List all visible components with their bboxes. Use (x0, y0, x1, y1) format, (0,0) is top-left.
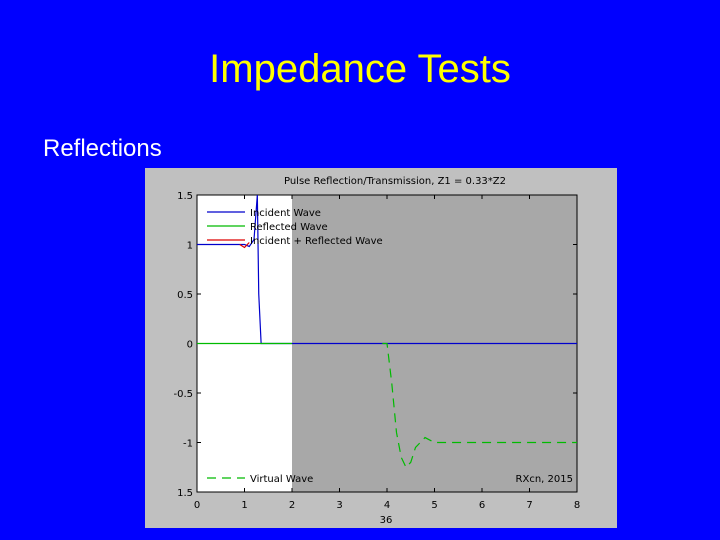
chart-title: Pulse Reflection/Transmission, Z1 = 0.33… (284, 176, 506, 187)
x-tick-label: 3 (336, 500, 342, 511)
legend-label: Virtual Wave (250, 474, 313, 485)
legend-label: Incident Wave (250, 208, 321, 219)
legend-label: Reflected Wave (250, 222, 328, 233)
x-tick-label: 7 (526, 500, 532, 511)
slide-title: Impedance Tests (209, 47, 511, 91)
x-tick-label: 4 (384, 500, 390, 511)
y-tick-label: 1.5 (177, 191, 193, 202)
x-tick-label: 5 (431, 500, 437, 511)
page-number: 36 (380, 515, 393, 526)
x-tick-label: 8 (574, 500, 580, 511)
y-tick-label: 1.5 (177, 488, 193, 499)
y-tick-label: -1 (183, 439, 193, 450)
y-tick-label: -0.5 (173, 389, 193, 400)
bullet: Reflections (43, 135, 162, 162)
series-line (382, 342, 577, 469)
x-tick-label: 1 (241, 500, 247, 511)
x-tick-label: 6 (479, 500, 485, 511)
y-tick-label: 0.5 (177, 290, 193, 301)
legend-label: Incident + Reflected Wave (250, 236, 383, 247)
y-tick-label: 0 (187, 340, 193, 351)
annotation: RXcn, 2015 (516, 474, 573, 485)
x-tick-label: 2 (289, 500, 295, 511)
series-line (239, 242, 250, 249)
y-tick-label: 1 (187, 241, 193, 252)
x-tick-label: 0 (194, 500, 200, 511)
series-line (197, 194, 577, 345)
